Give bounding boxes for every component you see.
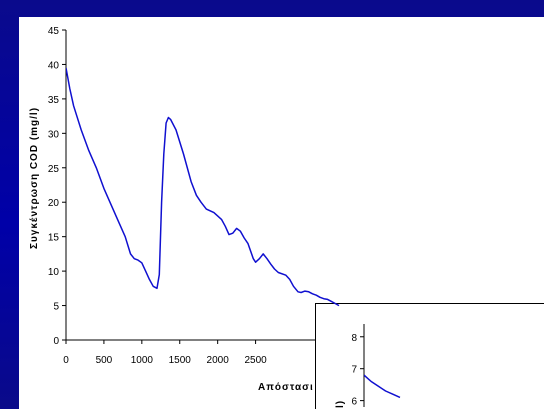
inset-y-tick-label: 6 — [351, 397, 357, 408]
main-x-tick-label: 0 — [63, 355, 69, 366]
inset-y-axis-title: l) — [335, 400, 346, 408]
main-y-axis-title: Συγκέντρωση COD (mg/l) — [29, 107, 40, 249]
main-x-tick-label: 1000 — [131, 355, 154, 366]
main-y-tick-label: 10 — [48, 267, 60, 278]
main-chart-axes: 0 500 1000 1500 2000 2500 0 5 10 15 20 25 30 35 40 45 — [48, 26, 315, 366]
inset-y-tick-label: 8 — [351, 333, 357, 344]
main-y-tick-label: 25 — [48, 164, 60, 175]
main-x-tick-label: 2000 — [207, 355, 230, 366]
main-y-tick-label: 40 — [48, 60, 60, 71]
main-x-tick-label: 2500 — [244, 355, 267, 366]
main-x-tick-label: 1500 — [169, 355, 192, 366]
main-chart-series — [66, 67, 340, 307]
inset-series-line — [364, 374, 401, 399]
main-x-axis-title: Απόστασι — [258, 382, 314, 393]
main-y-tick-label: 30 — [48, 129, 60, 140]
main-y-tick-label: 0 — [53, 336, 59, 347]
main-y-tick-label: 5 — [53, 302, 59, 313]
main-y-tick-label: 20 — [48, 198, 60, 209]
main-x-tick-label: 500 — [96, 355, 113, 366]
inset-chart-axes: 6 7 8 — [351, 324, 365, 408]
main-series-line — [66, 67, 340, 307]
inset-chart-panel — [315, 303, 544, 409]
inset-y-tick-label: 7 — [351, 365, 357, 376]
inset-chart-series — [364, 374, 401, 399]
main-y-tick-label: 45 — [48, 26, 60, 37]
main-y-tick-label: 15 — [48, 233, 60, 244]
main-y-tick-label: 35 — [48, 95, 60, 106]
